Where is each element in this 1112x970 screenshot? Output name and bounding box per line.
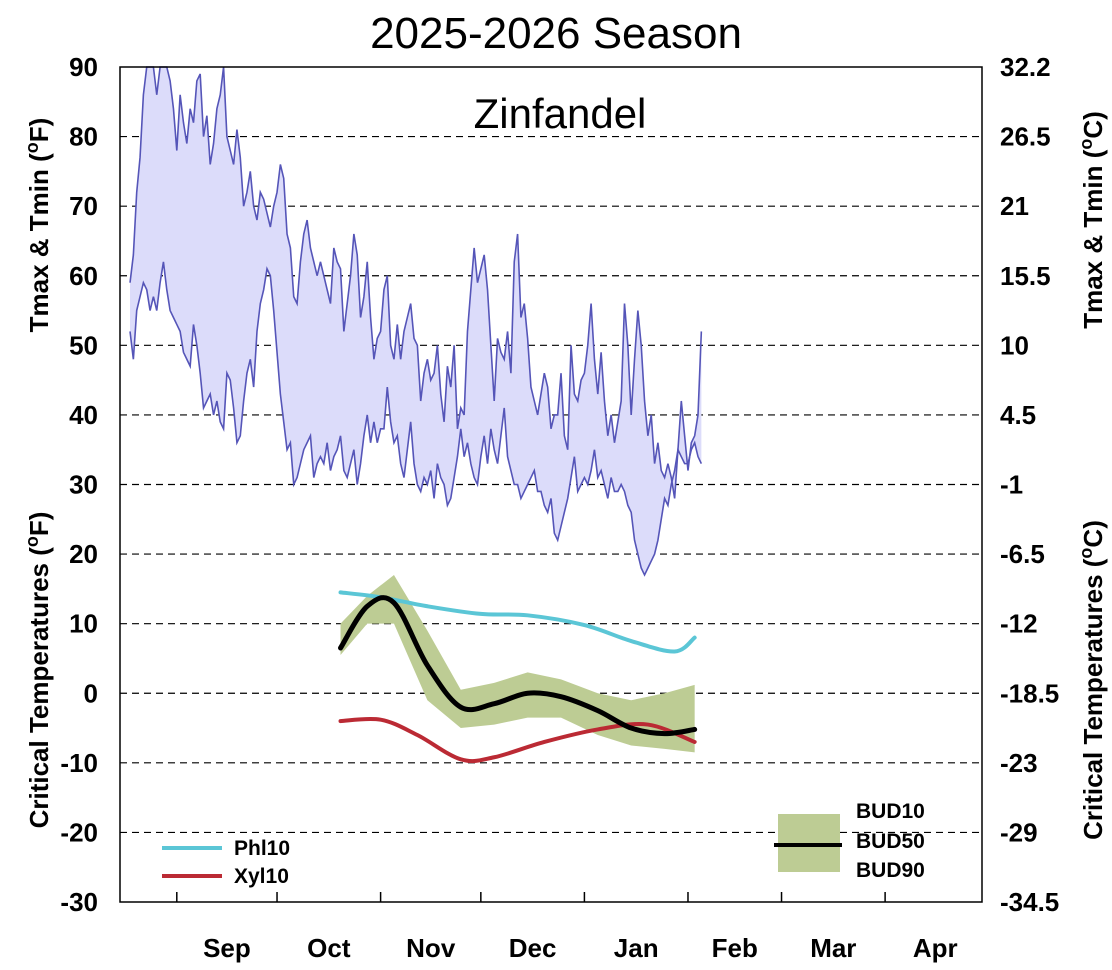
series-xyl10 [338,716,697,764]
right-axis-title-bottom: Critical Temperatures (oC) [1076,520,1108,840]
y-tick-label-right: -29 [1000,817,1038,847]
y-tick-label-right: 4.5 [1000,400,1036,430]
y-tick-label-right: 26.5 [1000,122,1051,152]
tmax-line [129,66,703,499]
y-tick-label-left: 40 [69,400,98,430]
y-tick-label-left: 20 [69,539,98,569]
legend: Phl10 Xyl10 BUD10 BUD50 BUD90 [162,800,925,888]
legend-label-xyl10: Xyl10 [234,865,289,888]
x-tick-label: Sep [203,933,251,963]
legend-label-phl10: Phl10 [234,837,290,860]
x-tick-label: Dec [509,933,557,963]
chart-subtitle: Zinfandel [474,90,647,137]
x-tick-label: Feb [712,933,758,963]
x-tick-label: Apr [913,933,958,963]
legend-label-bud10: BUD10 [856,800,925,823]
plot-border [119,66,983,903]
legend-label-bud50: BUD50 [856,830,925,853]
left-axis-title-top: Tmax & Tmin (oF) [22,118,54,333]
y-tick-label-right: 32.2 [1000,52,1051,82]
y-tick-label-left: 30 [69,470,98,500]
right-axis-title-top: Tmax & Tmin (oC) [1076,111,1108,329]
y-tick-label-left: 10 [69,609,98,639]
y-tick-label-left: 80 [69,122,98,152]
y-tick-label-left: 50 [69,330,98,360]
left-axis-title-bottom: Critical Temperatures (oF) [22,512,54,829]
chart-title: 2025-2026 Season [370,9,742,58]
x-tick-label: Nov [406,933,456,963]
y-tick-label-right: -34.5 [1000,887,1059,917]
y-tick-label-left: 70 [69,191,98,221]
axis-text: 2025-2026 Season Zinfandel Tmax & Tmin (… [22,9,1108,840]
critical-temperature-lines [338,574,698,764]
y-tick-label-left: -20 [60,817,98,847]
y-tick-label-left: 60 [69,261,98,291]
plot-frame [119,66,983,903]
x-tick-label: Mar [810,933,856,963]
y-tick-label-right: 10 [1000,330,1029,360]
y-tick-label-right: -18.5 [1000,678,1059,708]
x-tick-label: Oct [307,933,351,963]
x-tick-label: Jan [614,933,659,963]
tick-labels: -30 -20 -10 0 10 20 30 40 50 60 70 80 90 -34.5 -29 -23 -… [60,52,1059,963]
series-bud50 [338,595,698,737]
y-tick-label-right: 15.5 [1000,261,1051,291]
y-tick-label-left: -10 [60,748,98,778]
y-tick-label-right: -12 [1000,609,1038,639]
temperature-band [129,66,703,577]
tmin-line [129,261,703,577]
bud10-bud90-band [340,574,695,753]
y-tick-label-left: -30 [60,887,98,917]
y-tick-label-right: -6.5 [1000,539,1045,569]
y-tick-label-right: -1 [1000,470,1023,500]
y-tick-label-left: 0 [84,678,98,708]
legend-label-bud90: BUD90 [856,859,925,882]
y-tick-label-left: 90 [69,52,98,82]
y-tick-label-right: 21 [1000,191,1029,221]
temperature-range-fill [130,67,702,575]
y-tick-label-right: -23 [1000,748,1038,778]
